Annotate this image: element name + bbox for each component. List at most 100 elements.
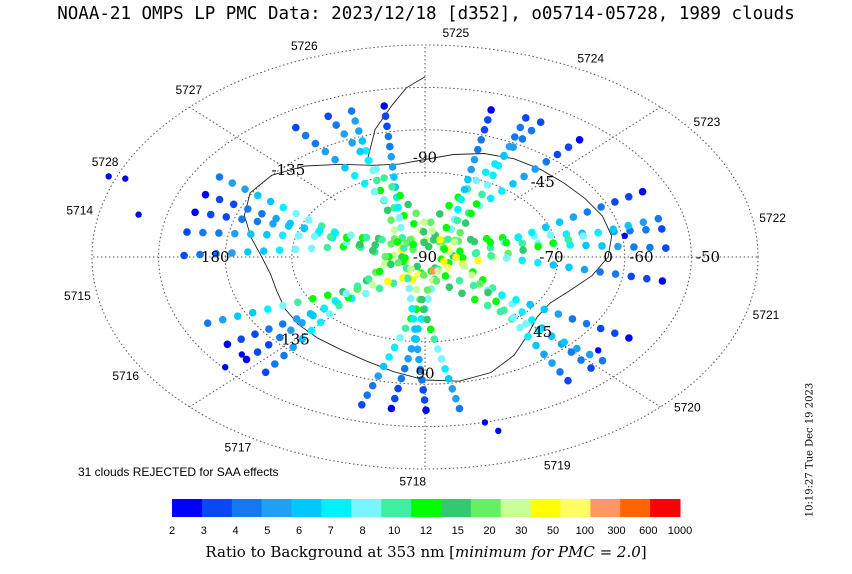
cloud-point [478, 190, 486, 199]
cloud-point [458, 289, 466, 298]
cloud-point [534, 242, 542, 251]
cloud-point [405, 284, 414, 293]
orbit-label: 5718 [399, 475, 426, 489]
cloud-point [453, 216, 462, 225]
colorbar-swatch [261, 499, 292, 517]
longitude-label: 135 [281, 330, 310, 348]
colorbar-swatch [470, 499, 502, 517]
colorbar-title-prefix: Ratio to Background at 353 nm [ [205, 543, 455, 561]
cloud-point [413, 262, 422, 271]
cloud-point [242, 355, 251, 364]
cloud-point [251, 330, 259, 339]
cloud-point [244, 205, 252, 213]
cloud-point [528, 316, 536, 324]
orbit-label: 5724 [577, 52, 604, 66]
longitude-label: -50 [696, 248, 720, 266]
cloud-point [445, 283, 454, 292]
grid-circle-1 [158, 86, 692, 428]
colorbar-swatch [201, 499, 233, 517]
cloud-point [259, 247, 268, 255]
cloud-point [582, 241, 590, 250]
cloud-point [379, 362, 388, 371]
cloud-point [253, 191, 262, 200]
cloud-point [135, 211, 142, 218]
cloud-point [575, 136, 584, 144]
cloud-point [498, 291, 506, 299]
cloud-point [412, 285, 421, 294]
cloud-point [456, 228, 465, 237]
cloud-point [348, 139, 357, 147]
colorbar-swatch [381, 499, 412, 517]
orbit-label: 5717 [225, 441, 252, 455]
cloud-point [261, 368, 270, 377]
cloud-point [444, 263, 452, 272]
cloud-point [409, 315, 418, 323]
cloud-point [595, 347, 602, 354]
cloud-point [569, 213, 578, 221]
cloud-point [309, 311, 317, 320]
cloud-point [611, 198, 619, 206]
cloud-point [373, 176, 381, 185]
cloud-point [316, 318, 325, 327]
cloud-point [662, 244, 670, 252]
cloud-point [238, 351, 245, 358]
longitude-label: 180 [201, 248, 230, 266]
cloud-point [411, 325, 419, 333]
cloud-point [481, 168, 490, 177]
antarctic-peninsula [367, 76, 426, 158]
colorbar-swatch [590, 499, 621, 517]
colorbar-swatch [321, 499, 352, 517]
coastline-outline [243, 76, 613, 382]
cloud-point [384, 277, 392, 286]
grid-meridian-45 [514, 106, 661, 201]
cloud-point [400, 364, 409, 373]
cloud-point [362, 147, 370, 155]
cloud-point [383, 122, 391, 131]
longitude-label: -45 [531, 173, 555, 191]
cloud-point [380, 102, 389, 110]
cloud-point [375, 284, 384, 293]
cloud-point [191, 208, 199, 217]
cloud-point [294, 298, 302, 307]
rejected-note: 31 clouds REJECTED for SAA effects [78, 465, 279, 479]
cloud-point [248, 308, 257, 317]
longitude-label: -90 [413, 148, 437, 166]
colorbar-tick-label: 20 [483, 525, 495, 537]
cloud-point [253, 217, 262, 226]
grid-meridian-135 [189, 106, 336, 201]
colorbar-swatch [620, 499, 651, 517]
cloud-point [372, 165, 380, 173]
cloud-point [278, 231, 287, 240]
cloud-point [215, 229, 223, 237]
colorbar-swatch [440, 499, 472, 517]
cloud-point [401, 254, 409, 262]
cloud-point [556, 368, 564, 376]
colorbar-tick-label: 15 [452, 525, 464, 537]
cloud-point [487, 106, 495, 114]
cloud-point [441, 272, 450, 280]
cloud-point [305, 216, 313, 224]
orbit-label: 5715 [64, 289, 91, 303]
cloud-point [542, 158, 551, 166]
orbit-label: 5727 [175, 83, 202, 97]
cloud-point [404, 354, 412, 363]
cloud-point [320, 304, 329, 313]
cloud-point [413, 345, 422, 354]
cloud-point [573, 344, 581, 353]
cloud-point [611, 329, 619, 338]
cloud-point [351, 117, 360, 125]
cloud-point [385, 353, 393, 361]
cloud-point [408, 305, 416, 313]
cloud-point [454, 205, 462, 214]
cloud-point [341, 163, 349, 172]
cloud-point [424, 242, 433, 251]
colorbar-swatch [291, 499, 322, 517]
cloud-point [374, 372, 383, 380]
cloud-point [331, 229, 340, 237]
cloud-point [363, 391, 372, 400]
cloud-point [422, 406, 430, 415]
cloud-point [423, 286, 432, 294]
cloud-point [269, 220, 277, 228]
cloud-point [258, 210, 266, 218]
